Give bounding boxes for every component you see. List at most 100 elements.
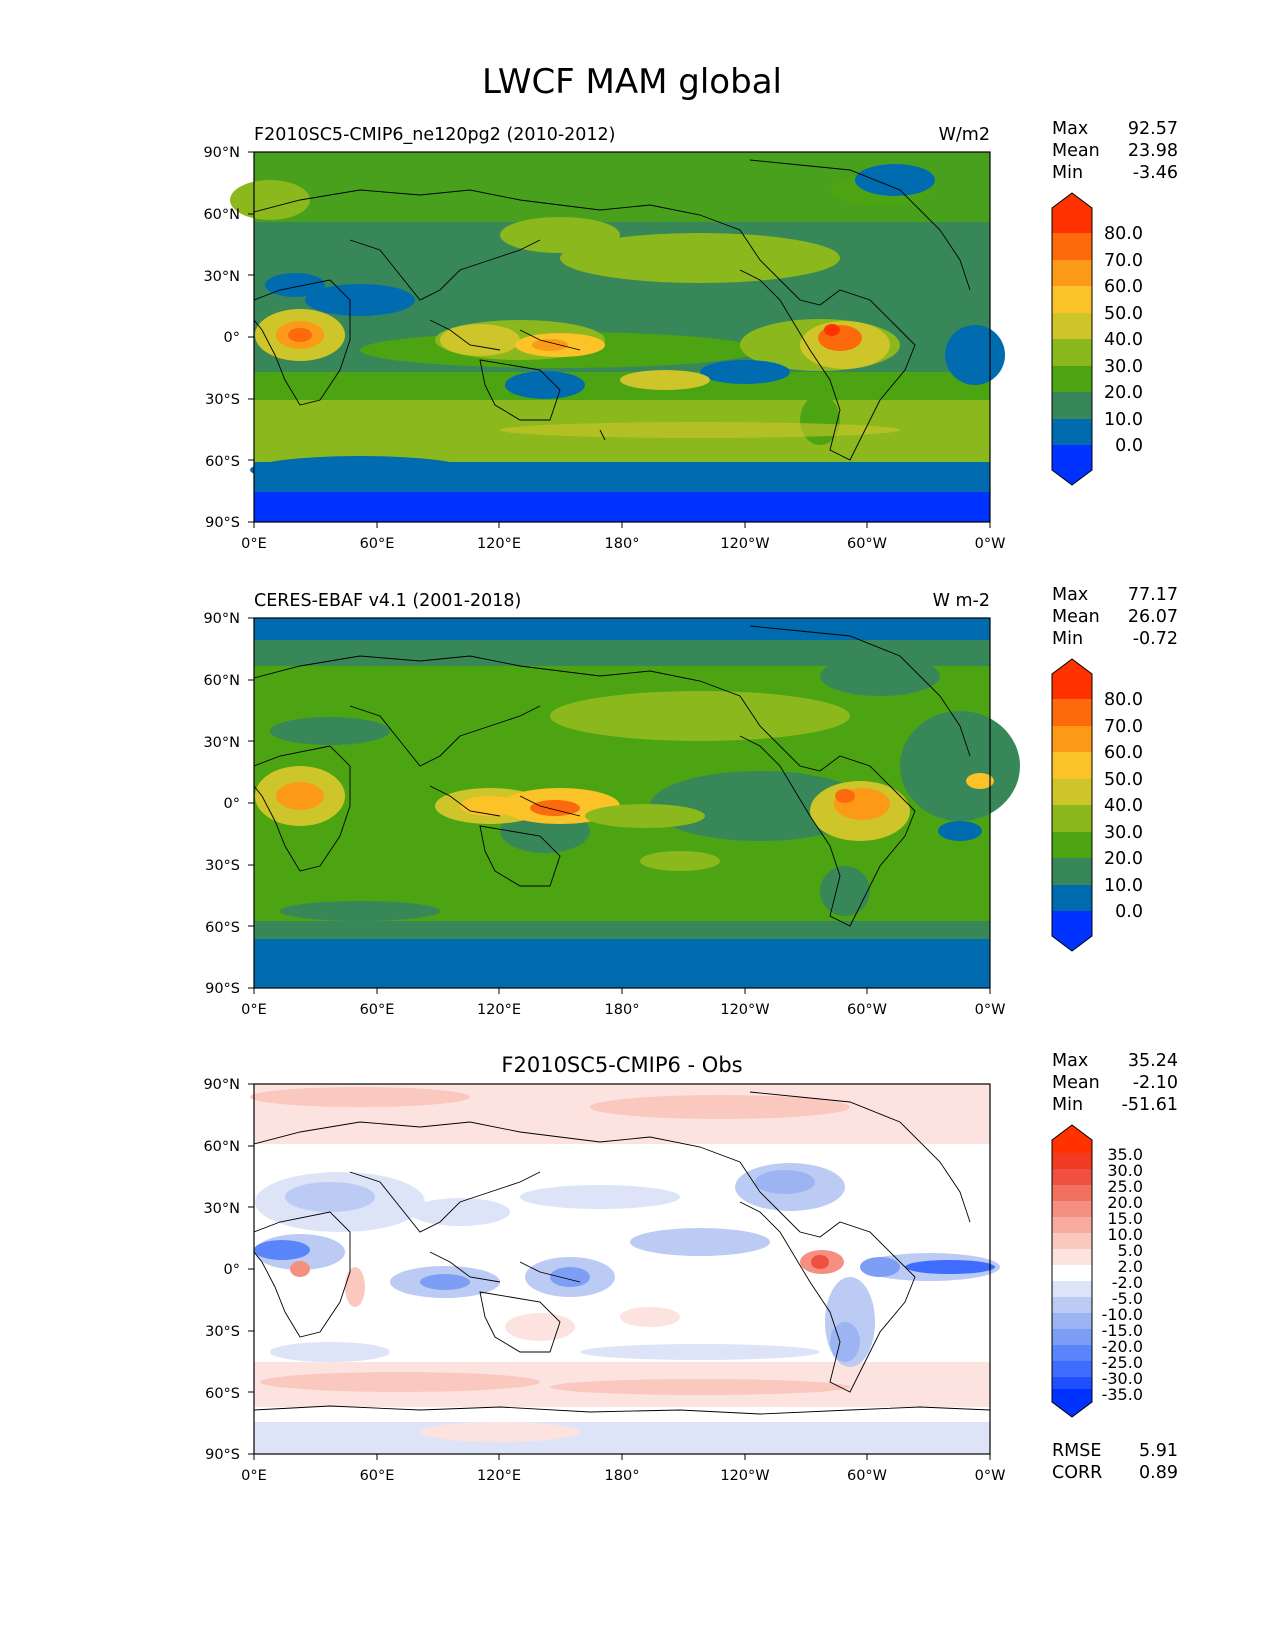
colorbar-top-arrow — [1052, 193, 1092, 233]
stat-min-value: -0.72 — [1133, 629, 1178, 649]
colorbar-segment — [1052, 805, 1092, 832]
tick-lat-90s: 90°S — [205, 1447, 240, 1463]
stat-max-value: 92.57 — [1128, 119, 1178, 139]
colorbar-segment — [1052, 1313, 1092, 1329]
colorbar-segment — [1052, 1233, 1092, 1249]
tick-lon-60w: 60°W — [847, 1468, 887, 1484]
colorbar-segment — [1052, 885, 1092, 911]
panel-units: W/m2 — [939, 125, 990, 145]
tick-lon-60e: 60°E — [360, 536, 395, 552]
stat-corr-value: 0.89 — [1139, 1463, 1178, 1483]
panel-diff: F2010SC5-CMIP6 - Obs — [203, 1051, 1178, 1484]
colorbar-label: 50.0 — [1104, 770, 1143, 790]
colorbar-label: 10.0 — [1107, 1225, 1143, 1244]
stat-max-label: Max — [1052, 1051, 1088, 1071]
tick-lon-120e: 120°E — [477, 1468, 521, 1484]
stat-mean-value: 23.98 — [1128, 141, 1178, 161]
colorbar-bottom-arrow — [1052, 1389, 1092, 1417]
colorbar-label: 20.0 — [1107, 1193, 1143, 1212]
colorbar-label: 5.0 — [1118, 1241, 1143, 1260]
colorbar-label: 20.0 — [1104, 383, 1143, 403]
stat-max-label: Max — [1052, 119, 1088, 139]
colorbar-label: -5.0 — [1112, 1289, 1143, 1308]
colorbar-segment — [1052, 339, 1092, 366]
panel-title-left: CERES-EBAF v4.1 (2001-2018) — [254, 591, 521, 611]
figure-title: LWCF MAM global — [482, 62, 782, 102]
colorbar-label: -2.0 — [1112, 1273, 1143, 1292]
tick-lat-60n: 60°N — [203, 207, 240, 223]
lon-ticks: 0°E 60°E 120°E 180° 120°W 60°W 0°W — [241, 1468, 1005, 1484]
stat-mean-label: Mean — [1052, 1073, 1100, 1093]
tick-lat-90n: 90°N — [203, 1077, 240, 1093]
panel-obs: CERES-EBAF v4.1 (2001-2018) W m-2 — [203, 585, 1178, 1018]
tick-lon-0e: 0°E — [241, 1002, 267, 1018]
colorbar-label: -35.0 — [1102, 1385, 1143, 1404]
colorbar-label: -25.0 — [1102, 1353, 1143, 1372]
colorbar-label: 35.0 — [1107, 1145, 1143, 1164]
tick-lat-30n: 30°N — [203, 735, 240, 751]
stat-mean-label: Mean — [1052, 607, 1100, 627]
colorbar-label: 80.0 — [1104, 690, 1143, 710]
tick-lon-120e: 120°E — [477, 536, 521, 552]
colorbar-segment — [1052, 260, 1092, 286]
colorbar-label: 60.0 — [1104, 277, 1143, 297]
colorbar-segment — [1052, 1265, 1092, 1281]
tick-lon-0w: 0°W — [975, 1468, 1006, 1484]
stat-min-value: -51.61 — [1122, 1095, 1178, 1115]
colorbar-top-arrow — [1052, 659, 1092, 699]
colorbar-label: 40.0 — [1104, 330, 1143, 350]
colorbar-segment — [1052, 779, 1092, 805]
stat-min-label: Min — [1052, 1095, 1083, 1115]
tick-lon-120w: 120°W — [720, 1002, 769, 1018]
tick-lat-90s: 90°S — [205, 981, 240, 997]
lat-ticks: 90°N 60°N 30°N 0° 30°S 60°S 90°S — [203, 611, 240, 997]
tick-lat-30s: 30°S — [205, 392, 240, 408]
colorbar-label: -10.0 — [1102, 1305, 1143, 1324]
colorbar-label: 40.0 — [1104, 796, 1143, 816]
tick-lon-60e: 60°E — [360, 1002, 395, 1018]
stat-rmse-value: 5.91 — [1139, 1441, 1178, 1461]
map-field — [254, 618, 1020, 988]
colorbar-bottom-arrow — [1052, 445, 1092, 485]
colorbar — [1051, 192, 1093, 486]
tick-lon-0w: 0°W — [975, 536, 1006, 552]
colorbar-segment — [1052, 1153, 1092, 1169]
tick-lat-0: 0° — [224, 1262, 240, 1278]
stats-block: Max 92.57 Mean 23.98 Min -3.46 — [1052, 119, 1178, 183]
colorbar-label: 10.0 — [1104, 876, 1143, 896]
tick-lat-90n: 90°N — [203, 145, 240, 161]
stat-min-label: Min — [1052, 163, 1083, 183]
panel-model: F2010SC5-CMIP6_ne120pg2 (2010-2012) W/m2 — [203, 119, 1178, 552]
colorbar-segment — [1052, 1361, 1092, 1377]
stat-mean-value: 26.07 — [1128, 607, 1178, 627]
stat-max-label: Max — [1052, 585, 1088, 605]
stat-rmse-label: RMSE — [1052, 1441, 1101, 1461]
colorbar-segment — [1052, 1185, 1092, 1201]
map-field — [250, 1084, 1000, 1454]
tick-lon-0w: 0°W — [975, 1002, 1006, 1018]
coastlines — [253, 625, 971, 927]
map-field — [230, 152, 1005, 522]
colorbar-label: 30.0 — [1107, 1161, 1143, 1180]
colorbar-segment — [1052, 1377, 1092, 1389]
colorbar-label: 10.0 — [1104, 410, 1143, 430]
colorbar-segment — [1052, 1201, 1092, 1217]
colorbar-label: 70.0 — [1104, 717, 1143, 737]
lat-ticks: 90°N 60°N 30°N 0° 30°S 60°S 90°S — [203, 1077, 240, 1463]
tick-lon-60w: 60°W — [847, 536, 887, 552]
colorbar-segment — [1052, 832, 1092, 858]
colorbar-segment — [1052, 286, 1092, 313]
tick-lat-90n: 90°N — [203, 611, 240, 627]
stat-mean-value: -2.10 — [1133, 1073, 1178, 1093]
colorbar-segment — [1052, 233, 1092, 260]
rmse-corr-block: RMSE 5.91 CORR 0.89 — [1052, 1441, 1178, 1483]
stat-min-label: Min — [1052, 629, 1083, 649]
colorbar-segment — [1052, 1169, 1092, 1185]
colorbar-label: 25.0 — [1107, 1177, 1143, 1196]
tick-lat-60n: 60°N — [203, 1139, 240, 1155]
colorbar-label: 0.0 — [1115, 436, 1143, 456]
colorbar-segment — [1052, 1249, 1092, 1265]
colorbar-label: -30.0 — [1102, 1369, 1143, 1388]
colorbar-label: 70.0 — [1104, 251, 1143, 271]
colorbar-segment — [1052, 752, 1092, 779]
